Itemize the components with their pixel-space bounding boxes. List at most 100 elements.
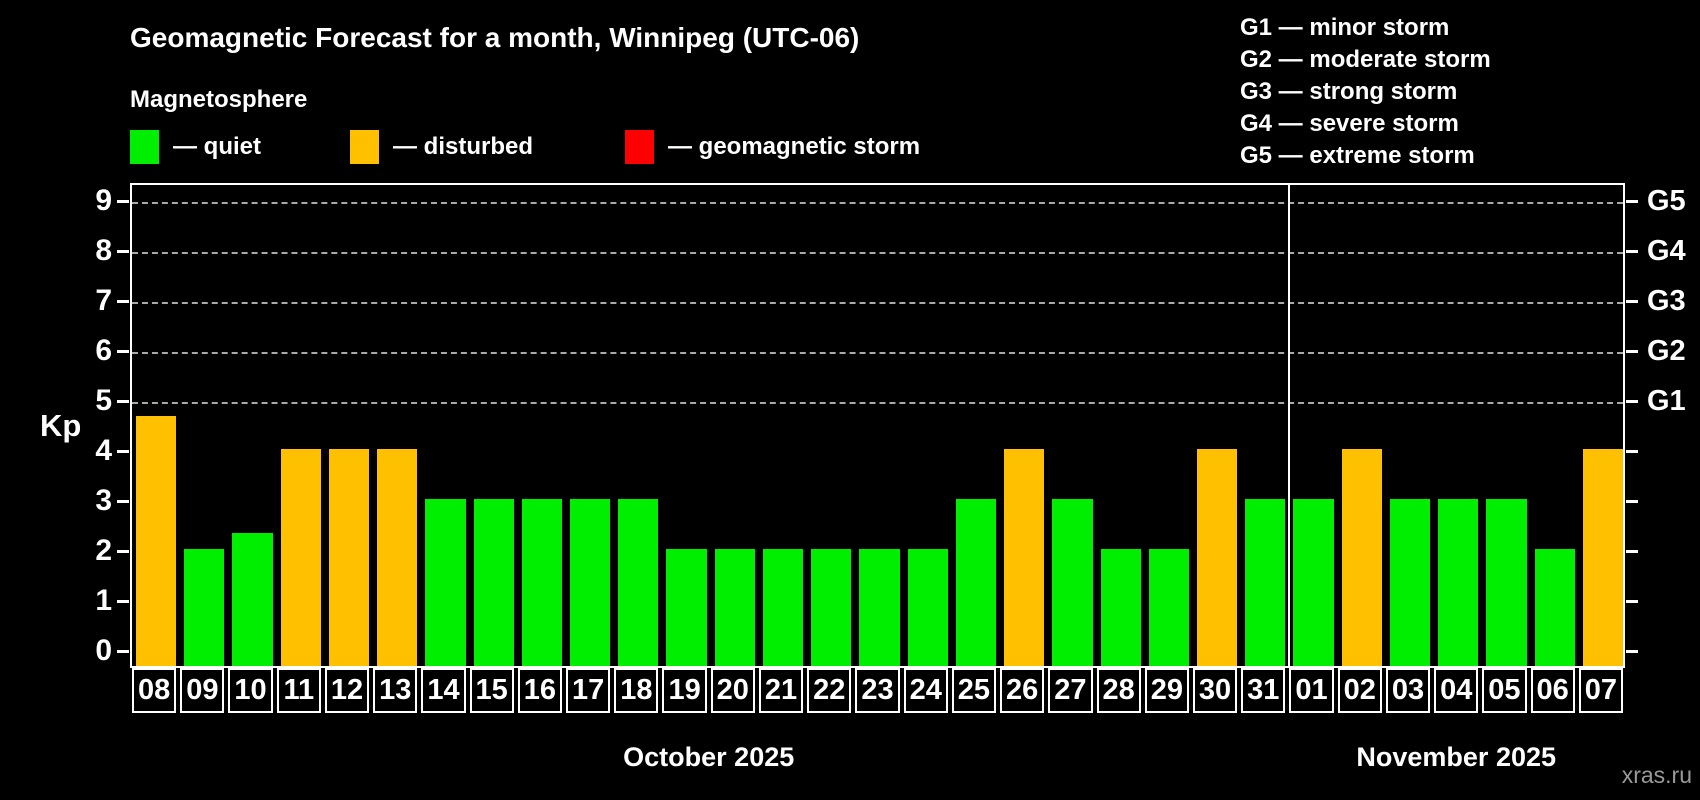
bar-day-29: [1148, 549, 1189, 666]
date-box-09: 09: [180, 668, 225, 713]
bar-day-19: [666, 549, 707, 666]
legend-label-disturbed: — disturbed: [393, 133, 534, 160]
g-scale-label-g4: G4: [1647, 235, 1686, 267]
date-box-19: 19: [662, 668, 707, 713]
y-tick-left-0: [117, 649, 129, 653]
date-box-13: 13: [373, 668, 418, 713]
y-tick-right-1: [1626, 599, 1638, 603]
bar-day-27: [1052, 499, 1093, 666]
bar-day-21: [762, 549, 804, 666]
bar-day-22: [811, 549, 852, 666]
g-scale-label-g1: G1: [1647, 385, 1686, 417]
y-tick-label-2: 2: [95, 534, 112, 567]
date-box-08: 08: [132, 668, 177, 713]
bar-day-06: [1534, 549, 1575, 666]
legend-label-quiet: — quiet: [173, 133, 261, 160]
date-box-29: 29: [1144, 668, 1189, 713]
date-box-16: 16: [517, 668, 563, 713]
bar-day-18: [618, 499, 659, 666]
plot-area: [130, 183, 1625, 668]
bar-day-10: [232, 532, 273, 666]
y-tick-right-7: [1626, 299, 1638, 303]
date-box-11: 11: [276, 668, 321, 713]
bar-day-28: [1100, 549, 1141, 666]
date-box-26: 26: [1000, 668, 1045, 713]
g-legend-line-2: G2 — moderate storm: [1240, 46, 1491, 73]
date-box-04: 04: [1434, 668, 1479, 713]
bar-day-14: [425, 499, 466, 666]
watermark: xras.ru: [1621, 762, 1692, 788]
bar-day-24: [907, 549, 948, 666]
y-tick-left-7: [117, 299, 129, 303]
bar-day-17: [570, 499, 611, 666]
y-tick-right-4: [1626, 449, 1638, 453]
y-tick-left-2: [117, 549, 129, 553]
date-box-20: 20: [710, 668, 755, 713]
y-tick-label-8: 8: [95, 234, 112, 267]
y-tick-label-6: 6: [95, 334, 112, 367]
grid-line-kp-6: [132, 352, 1623, 354]
bar-day-30: [1196, 449, 1238, 666]
y-tick-left-6: [117, 349, 129, 353]
bar-day-01: [1293, 499, 1334, 666]
bar-day-31: [1245, 499, 1286, 666]
bar-day-13: [377, 449, 418, 666]
date-box-03: 03: [1385, 668, 1431, 713]
y-tick-left-8: [117, 249, 129, 253]
bar-day-07: [1582, 449, 1623, 666]
y-tick-right-5: [1626, 399, 1638, 403]
chart-title: Geomagnetic Forecast for a month, Winnip…: [130, 22, 860, 53]
g-scale-label-g5: G5: [1647, 185, 1686, 217]
y-tick-label-4: 4: [95, 434, 112, 467]
y-tick-right-3: [1626, 499, 1638, 503]
g-scale-label-g3: G3: [1647, 285, 1686, 317]
y-tick-label-3: 3: [95, 484, 112, 517]
y-tick-label-7: 7: [95, 284, 112, 317]
y-tick-right-2: [1626, 549, 1638, 553]
y-tick-label-5: 5: [95, 384, 112, 417]
date-box-30: 30: [1192, 668, 1238, 713]
date-box-28: 28: [1096, 668, 1141, 713]
g-scale-legend: G1 — minor storm G2 — moderate storm G3 — …: [1240, 12, 1491, 172]
date-box-15: 15: [469, 668, 514, 713]
legend-swatch-disturbed: [350, 130, 379, 164]
legend-item-geomagnetic-storm: — geomagnetic storm: [625, 130, 920, 164]
bar-day-08: [136, 415, 177, 666]
date-box-31: 31: [1241, 668, 1286, 713]
date-box-07: 07: [1578, 668, 1623, 713]
date-box-05: 05: [1482, 668, 1527, 713]
legend-label-geomagnetic-storm: — geomagnetic storm: [668, 133, 921, 160]
date-axis: 08 09 10 11 12 13 14 15 16 17 18 19 20 21 22 23 24 25 26 27…: [130, 668, 1625, 717]
date-box-10: 10: [228, 668, 273, 713]
date-box-25: 25: [951, 668, 997, 713]
bar-day-03: [1389, 499, 1431, 666]
date-box-22: 22: [807, 668, 852, 713]
bar-day-11: [280, 449, 321, 666]
y-tick-left-3: [117, 499, 129, 503]
y-tick-right-8: [1626, 249, 1638, 253]
y-tick-right-9: [1626, 199, 1638, 203]
legend-swatch-geomagnetic-storm: [625, 130, 654, 164]
y-axis-title: Kp: [40, 408, 82, 443]
y-tick-label-1: 1: [95, 584, 112, 617]
g-legend-line-1: G1 — minor storm: [1240, 14, 1450, 41]
bar-day-02: [1341, 449, 1382, 666]
y-tick-left-9: [117, 199, 129, 203]
bar-day-09: [184, 549, 225, 666]
grid-line-kp-7: [132, 302, 1623, 304]
grid-line-kp-9: [132, 202, 1623, 204]
legend-swatch-quiet: [130, 130, 159, 164]
bar-day-04: [1438, 499, 1479, 666]
legend-item-quiet: — quiet: [130, 130, 261, 164]
date-box-17: 17: [566, 668, 611, 713]
g-legend-line-5: G5 — extreme storm: [1240, 142, 1475, 169]
y-tick-right-6: [1626, 349, 1638, 353]
month-label-october: October 2025: [623, 742, 795, 772]
month-label-november: November 2025: [1356, 742, 1557, 772]
bar-day-26: [1004, 449, 1045, 666]
chart-subtitle: Magnetosphere: [130, 86, 308, 113]
date-box-24: 24: [903, 668, 948, 713]
g-scale-label-g2: G2: [1647, 335, 1686, 367]
date-box-27: 27: [1048, 668, 1093, 713]
